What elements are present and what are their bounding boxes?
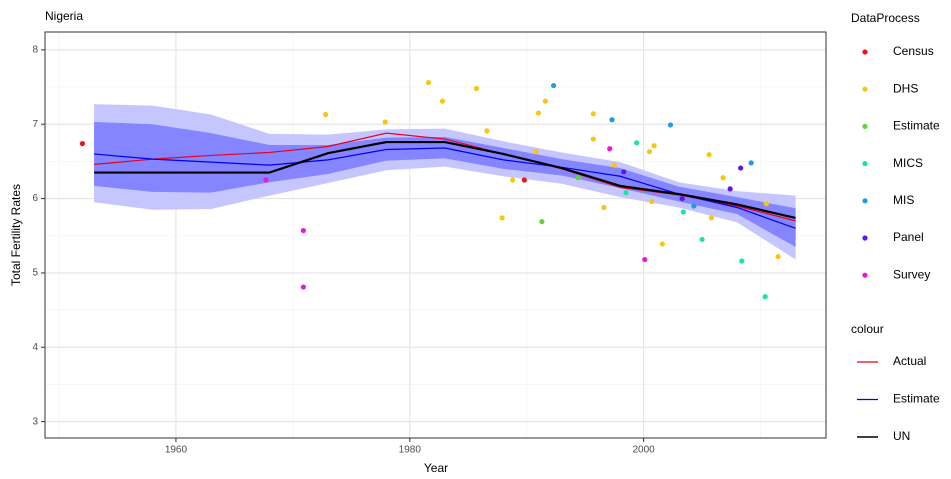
- y-tick-label: 4: [32, 342, 38, 353]
- x-axis-label: Year: [424, 461, 448, 475]
- plot-border: [44, 31, 827, 439]
- point: [738, 165, 744, 171]
- point: [499, 215, 505, 221]
- point: [473, 85, 480, 92]
- x-tick-label: 1980: [399, 445, 422, 456]
- point: [382, 119, 388, 125]
- point: [322, 111, 329, 118]
- point: [720, 175, 726, 181]
- chart-title: Nigeria: [45, 9, 83, 23]
- legend-marker: [862, 198, 868, 204]
- point: [679, 195, 685, 202]
- point: [775, 253, 781, 260]
- point: [535, 110, 541, 116]
- point: [575, 175, 581, 181]
- point: [611, 162, 617, 168]
- point: [680, 209, 686, 215]
- legend-label: Panel: [893, 230, 924, 244]
- legend-label: Actual: [893, 354, 926, 368]
- point: [300, 284, 306, 290]
- legend-label: Estimate: [893, 392, 940, 406]
- legend-marker: [862, 49, 868, 55]
- point: [425, 79, 432, 86]
- point: [763, 201, 769, 207]
- point: [762, 294, 768, 300]
- point: [439, 98, 446, 104]
- y-tick-label: 8: [32, 44, 38, 55]
- band: [94, 104, 796, 260]
- point: [748, 160, 754, 166]
- legend-label: MICS: [893, 156, 923, 170]
- point: [633, 140, 640, 146]
- point: [300, 227, 306, 234]
- legend-label: UN: [893, 429, 910, 443]
- point: [484, 128, 490, 134]
- legend-label: Census: [893, 44, 934, 58]
- point: [706, 152, 712, 158]
- point: [642, 256, 648, 263]
- y-tick-label: 3: [32, 416, 38, 427]
- point: [651, 143, 657, 149]
- line: [94, 140, 796, 219]
- point: [659, 241, 665, 247]
- x-tick-label: 2000: [632, 445, 655, 456]
- point: [649, 198, 655, 205]
- point: [542, 98, 549, 104]
- legend-title: DataProcess: [851, 11, 920, 25]
- point: [739, 258, 745, 264]
- legend-title: colour: [851, 322, 884, 336]
- point: [667, 122, 674, 128]
- legend-label: Survey: [893, 267, 930, 281]
- point: [607, 146, 613, 152]
- point: [623, 190, 629, 196]
- legend-label: Estimate: [893, 119, 940, 133]
- legend-marker: [862, 123, 868, 129]
- point: [539, 219, 545, 225]
- point: [708, 215, 715, 221]
- legend-label: DHS: [893, 81, 918, 95]
- legend-marker: [862, 272, 868, 278]
- y-tick-label: 7: [32, 119, 38, 130]
- y-tick-label: 5: [32, 268, 38, 279]
- x-tick-label: 1960: [165, 445, 188, 456]
- point: [590, 111, 596, 117]
- point: [601, 204, 607, 211]
- point: [727, 186, 733, 192]
- point: [646, 149, 653, 155]
- legend-marker: [862, 86, 868, 92]
- point: [699, 236, 705, 243]
- point: [691, 203, 697, 209]
- y-tick-label: 6: [32, 193, 38, 204]
- point: [533, 149, 539, 155]
- point: [263, 177, 269, 183]
- y-axis-label: Total Fertility Rates: [9, 184, 23, 286]
- band: [94, 121, 796, 247]
- point: [621, 169, 627, 175]
- point: [510, 177, 516, 183]
- legend-label: MIS: [893, 193, 914, 207]
- legend-marker: [862, 235, 868, 241]
- point: [521, 177, 527, 183]
- point: [550, 82, 557, 89]
- point: [609, 117, 615, 123]
- legend-marker: [862, 161, 868, 167]
- point: [590, 136, 596, 142]
- point: [79, 140, 86, 147]
